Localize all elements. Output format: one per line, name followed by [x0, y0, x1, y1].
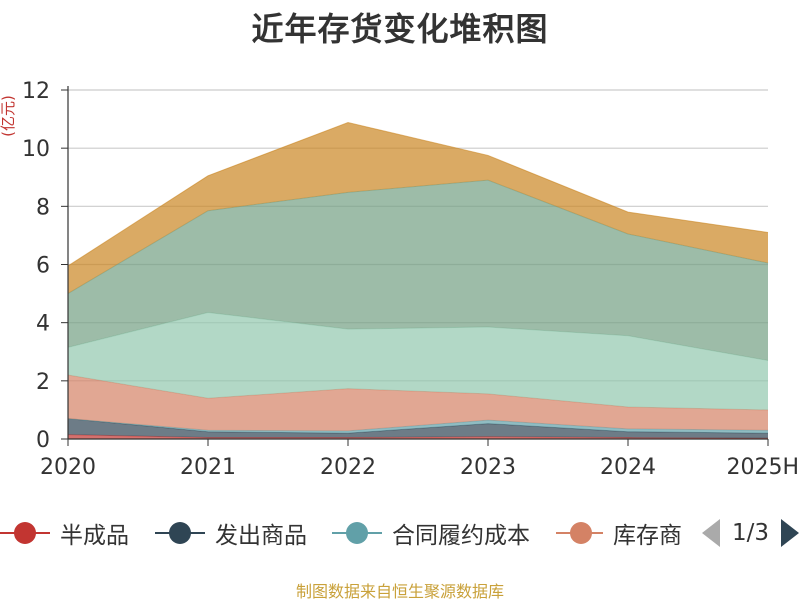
y-tick-label: 6 [36, 254, 50, 279]
legend: 半成品 发出商品 合同履约成本 库存商 [0, 510, 800, 556]
pager-page-indicator: 1/3 [732, 520, 770, 546]
legend-label: 半成品 [60, 523, 129, 549]
legend-item-2[interactable]: 合同履约成本 [332, 510, 530, 556]
x-tick-label: 2020 [40, 455, 96, 480]
y-tick-label: 10 [22, 137, 50, 162]
legend-item-0[interactable]: 半成品 [0, 510, 129, 556]
x-tick-label: 2024 [600, 455, 656, 480]
y-tick-label: 8 [36, 195, 50, 220]
y-tick-label: 12 [22, 79, 50, 104]
y-tick-label: 2 [36, 370, 50, 395]
pager-prev-arrow-icon[interactable] [702, 519, 720, 547]
source-note: 制图数据来自恒生聚源数据库 [295, 582, 504, 601]
x-tick-label: 2021 [180, 455, 236, 480]
x-tick-label: 2025H [726, 455, 799, 480]
y-axis-unit-label: (亿元) [0, 95, 17, 137]
chart-title: 近年存货变化堆积图 [251, 10, 549, 48]
area-series [67, 122, 769, 439]
legend-label: 合同履约成本 [392, 523, 530, 549]
legend-item-3[interactable]: 库存商 [556, 510, 682, 556]
area-series-5 [68, 180, 768, 361]
legend-marker-icon [332, 522, 382, 544]
x-tick-label: 2023 [460, 455, 516, 480]
area-edge-2 [67, 418, 769, 432]
legend-pager: 1/3 [702, 510, 800, 556]
pager-next-arrow-icon[interactable] [781, 519, 800, 547]
legend-label: 库存商 [613, 523, 682, 549]
legend-item-1[interactable]: 发出商品 [155, 510, 307, 556]
legend-label: 发出商品 [215, 523, 307, 549]
area-series-3 [68, 375, 768, 431]
x-tick-label: 2022 [320, 455, 376, 480]
legend-marker-icon [0, 522, 50, 544]
legend-marker-icon [556, 522, 603, 544]
y-tick-label: 0 [36, 428, 50, 453]
area-edge-6 [67, 122, 769, 267]
y-tick-label: 4 [36, 312, 50, 337]
area-series-4 [68, 312, 768, 410]
area-series-6 [68, 122, 768, 294]
y-axis-unit-text: (亿元) [0, 95, 17, 137]
axes: 0 2 4 6 8 10 12 2020 2021 2022 2023 2024 2025H [22, 79, 799, 480]
legend-marker-icon [155, 522, 205, 544]
